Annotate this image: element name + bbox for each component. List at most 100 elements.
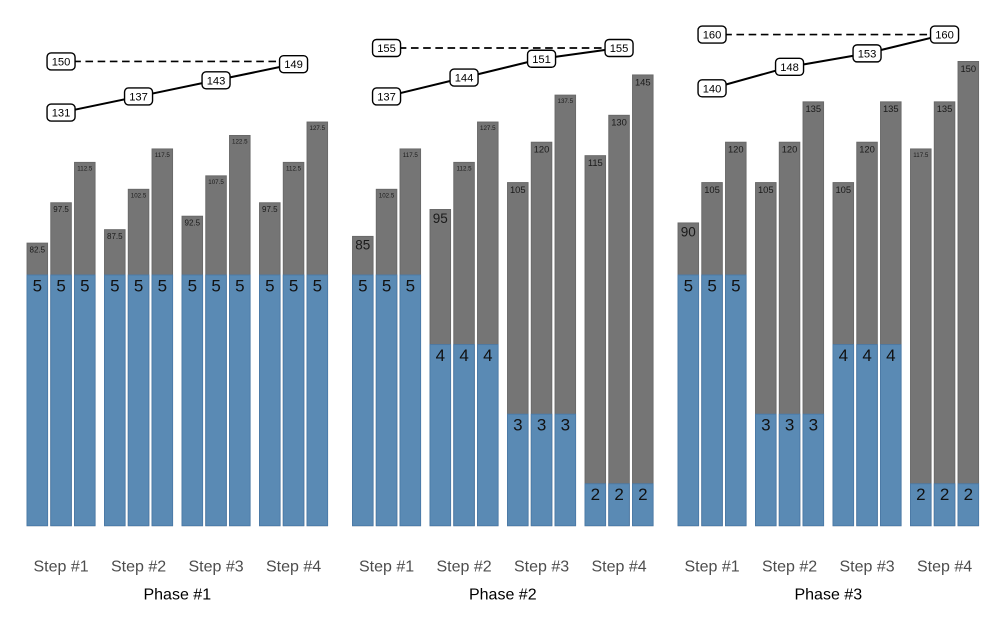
svg-text:Step #3: Step #3 bbox=[188, 559, 243, 576]
svg-text:137: 137 bbox=[129, 91, 148, 103]
svg-text:105: 105 bbox=[510, 184, 526, 195]
svg-text:97.5: 97.5 bbox=[53, 205, 69, 214]
svg-text:Step #2: Step #2 bbox=[111, 559, 166, 576]
svg-text:5: 5 bbox=[382, 276, 391, 295]
svg-text:Phase #3: Phase #3 bbox=[794, 587, 862, 604]
svg-text:5: 5 bbox=[56, 276, 65, 295]
svg-text:120: 120 bbox=[859, 144, 875, 155]
svg-text:148: 148 bbox=[780, 62, 799, 74]
svg-text:140: 140 bbox=[703, 83, 722, 95]
svg-text:82.5: 82.5 bbox=[30, 245, 46, 254]
svg-text:120: 120 bbox=[782, 144, 798, 155]
svg-text:137.5: 137.5 bbox=[558, 98, 574, 105]
svg-text:3: 3 bbox=[561, 416, 570, 435]
svg-text:160: 160 bbox=[935, 30, 954, 42]
svg-text:160: 160 bbox=[703, 30, 722, 42]
svg-text:135: 135 bbox=[883, 103, 899, 114]
svg-text:5: 5 bbox=[158, 276, 167, 295]
svg-text:2: 2 bbox=[940, 485, 949, 504]
svg-text:Step #4: Step #4 bbox=[266, 559, 321, 576]
svg-text:5: 5 bbox=[358, 276, 367, 295]
svg-text:117.5: 117.5 bbox=[155, 152, 171, 159]
svg-text:5: 5 bbox=[313, 276, 322, 295]
svg-text:149: 149 bbox=[284, 59, 303, 71]
svg-text:4: 4 bbox=[483, 346, 492, 365]
svg-text:90: 90 bbox=[681, 224, 696, 239]
svg-text:3: 3 bbox=[809, 416, 818, 435]
svg-text:112.5: 112.5 bbox=[77, 165, 93, 172]
svg-text:Step #1: Step #1 bbox=[684, 559, 739, 576]
svg-text:112.5: 112.5 bbox=[286, 165, 302, 172]
svg-text:102.5: 102.5 bbox=[131, 192, 147, 199]
svg-text:150: 150 bbox=[52, 56, 71, 68]
svg-text:5: 5 bbox=[235, 276, 244, 295]
svg-text:92.5: 92.5 bbox=[185, 219, 201, 228]
svg-text:155: 155 bbox=[610, 43, 629, 55]
svg-text:122.5: 122.5 bbox=[232, 138, 248, 145]
svg-text:115: 115 bbox=[588, 157, 603, 168]
svg-text:2: 2 bbox=[964, 485, 973, 504]
svg-text:5: 5 bbox=[188, 276, 197, 295]
svg-text:2: 2 bbox=[591, 485, 600, 504]
svg-text:117.5: 117.5 bbox=[913, 152, 929, 159]
svg-text:137: 137 bbox=[377, 91, 396, 103]
svg-text:85: 85 bbox=[355, 238, 370, 253]
svg-text:2: 2 bbox=[638, 485, 647, 504]
svg-text:145: 145 bbox=[635, 76, 651, 87]
svg-text:Step #1: Step #1 bbox=[359, 559, 414, 576]
svg-text:4: 4 bbox=[436, 346, 445, 365]
svg-text:3: 3 bbox=[513, 416, 522, 435]
svg-text:4: 4 bbox=[862, 346, 871, 365]
svg-text:Step #3: Step #3 bbox=[839, 559, 894, 576]
svg-text:120: 120 bbox=[728, 144, 744, 155]
svg-text:135: 135 bbox=[937, 103, 953, 114]
svg-text:112.5: 112.5 bbox=[457, 165, 473, 172]
svg-text:Step #2: Step #2 bbox=[436, 559, 491, 576]
svg-text:4: 4 bbox=[459, 346, 468, 365]
svg-text:151: 151 bbox=[532, 54, 551, 66]
svg-text:4: 4 bbox=[839, 346, 848, 365]
svg-text:5: 5 bbox=[134, 276, 143, 295]
svg-text:97.5: 97.5 bbox=[262, 205, 278, 214]
svg-text:2: 2 bbox=[916, 485, 925, 504]
svg-text:Step #4: Step #4 bbox=[591, 559, 646, 576]
svg-text:135: 135 bbox=[805, 103, 821, 114]
svg-text:102.5: 102.5 bbox=[379, 192, 395, 199]
svg-text:5: 5 bbox=[80, 276, 89, 295]
svg-text:2: 2 bbox=[614, 485, 623, 504]
svg-text:105: 105 bbox=[704, 184, 720, 195]
svg-text:Step #3: Step #3 bbox=[514, 559, 569, 576]
svg-text:5: 5 bbox=[731, 276, 740, 295]
svg-text:105: 105 bbox=[758, 184, 774, 195]
svg-text:Step #2: Step #2 bbox=[762, 559, 817, 576]
svg-text:5: 5 bbox=[265, 276, 274, 295]
svg-text:4: 4 bbox=[886, 346, 895, 365]
svg-text:127.5: 127.5 bbox=[480, 125, 496, 132]
svg-text:130: 130 bbox=[611, 117, 627, 128]
svg-text:Phase #2: Phase #2 bbox=[469, 587, 537, 604]
svg-text:120: 120 bbox=[534, 144, 550, 155]
svg-text:5: 5 bbox=[110, 276, 119, 295]
svg-text:144: 144 bbox=[455, 73, 474, 85]
svg-text:5: 5 bbox=[707, 276, 716, 295]
svg-text:3: 3 bbox=[537, 416, 546, 435]
svg-text:155: 155 bbox=[377, 43, 396, 55]
svg-text:105: 105 bbox=[835, 184, 851, 195]
svg-text:117.5: 117.5 bbox=[403, 152, 419, 159]
svg-text:131: 131 bbox=[52, 108, 71, 120]
svg-text:143: 143 bbox=[207, 75, 226, 87]
svg-text:95: 95 bbox=[433, 211, 448, 226]
svg-text:Step #1: Step #1 bbox=[33, 559, 88, 576]
svg-text:5: 5 bbox=[33, 276, 42, 295]
svg-text:87.5: 87.5 bbox=[107, 232, 123, 241]
svg-text:3: 3 bbox=[761, 416, 770, 435]
svg-text:5: 5 bbox=[211, 276, 220, 295]
svg-text:3: 3 bbox=[785, 416, 794, 435]
svg-text:Step #4: Step #4 bbox=[917, 559, 972, 576]
svg-text:5: 5 bbox=[289, 276, 298, 295]
svg-text:127.5: 127.5 bbox=[310, 125, 326, 132]
svg-text:107.5: 107.5 bbox=[208, 179, 224, 186]
svg-text:5: 5 bbox=[406, 276, 415, 295]
svg-text:Phase #1: Phase #1 bbox=[143, 587, 211, 604]
svg-text:153: 153 bbox=[858, 48, 877, 60]
